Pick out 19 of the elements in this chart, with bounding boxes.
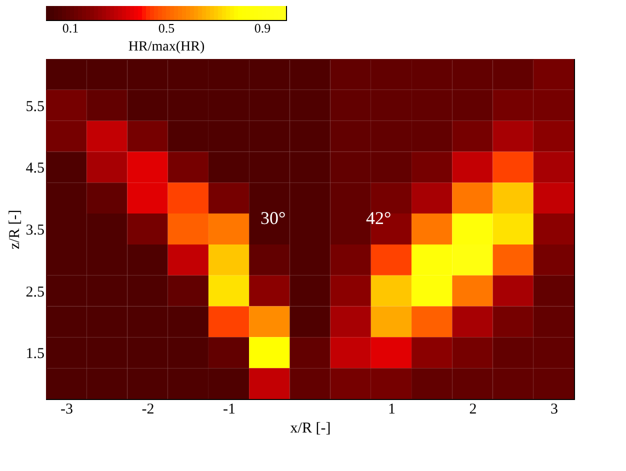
annotation: 42° [366,208,392,228]
y-tick-label: 1.5 [26,346,44,362]
color-bar-label: 0.5 [158,20,175,36]
y-axis-title: z/R [-] [6,210,23,250]
y-tick-label: 3.5 [26,222,44,238]
y-tick-label: 5.5 [26,98,44,115]
x-tick-label: -1 [223,402,236,418]
x-tick-label: -2 [142,402,154,418]
x-tick-label: 2 [469,402,477,418]
color-bar-label: 0.1 [62,20,79,36]
annotation: 30° [260,208,286,228]
y-tick-label: 2.5 [26,284,44,300]
y-tick-label: 4.5 [26,160,44,177]
x-tick-label: 3 [550,402,558,418]
color-bar-title: HR/max(HR) [128,40,205,54]
x-tick-label: 1 [388,402,396,418]
x-tick-label: -3 [60,402,74,418]
color-bar-label: 0.9 [254,20,271,36]
x-axis-title: x/R [-] [290,420,331,436]
